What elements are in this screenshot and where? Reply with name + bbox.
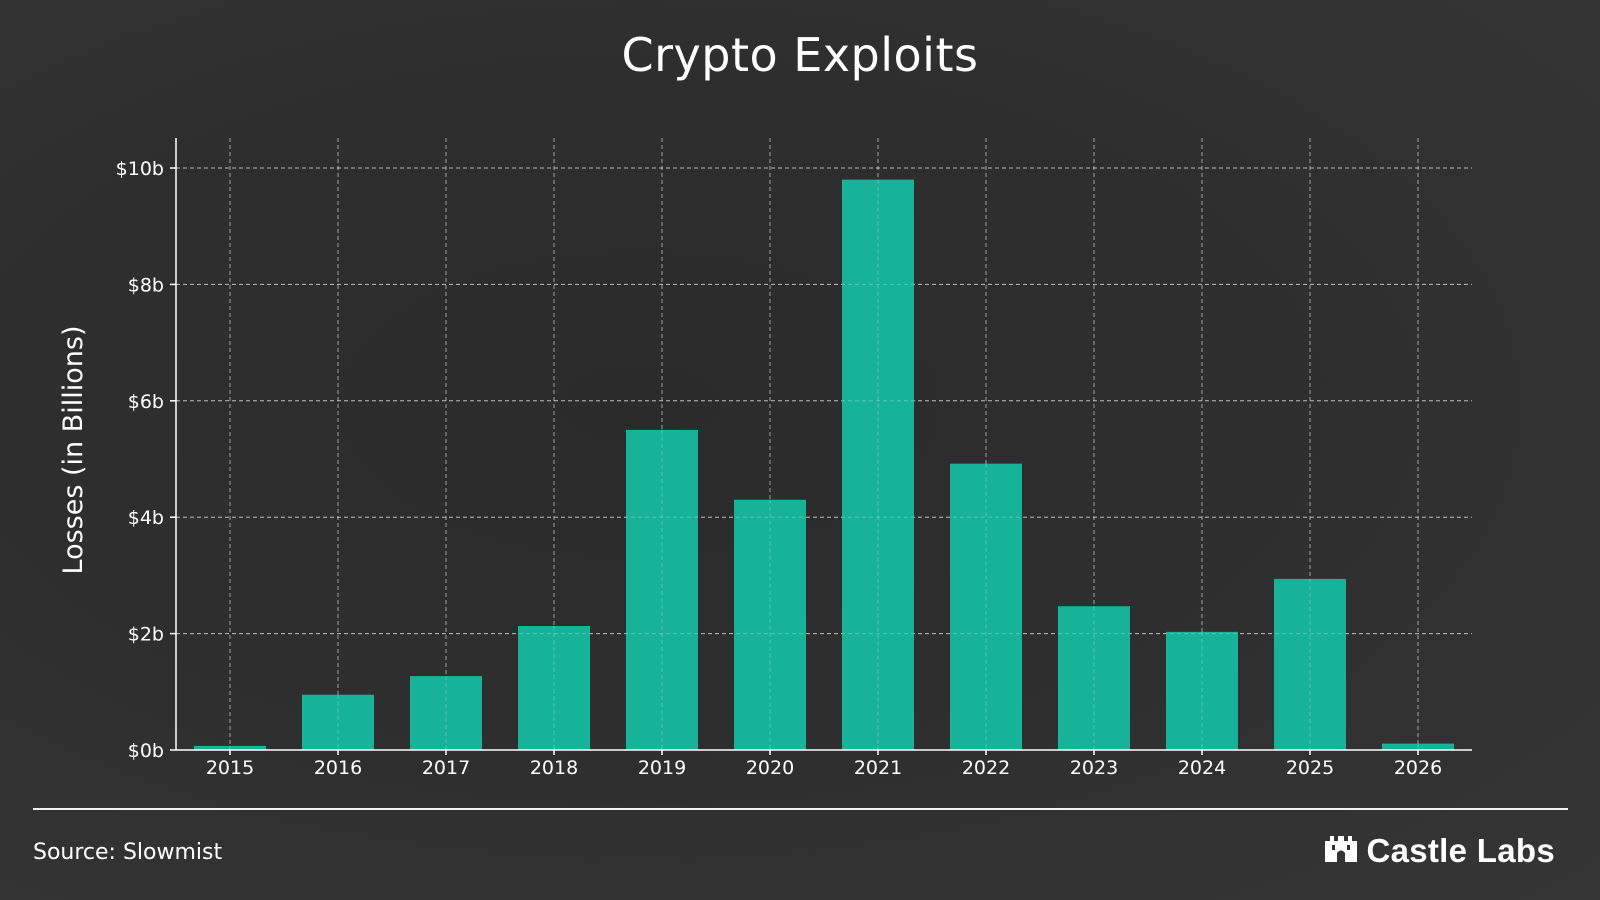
y-tick-label: $2b [128, 624, 164, 646]
y-tick-label: $10b [116, 158, 164, 180]
x-tick-label: 2019 [638, 757, 686, 779]
brand-logo: Castle Labs [1324, 832, 1555, 870]
bar-2017 [410, 676, 482, 750]
y-tick-label: $6b [128, 391, 164, 413]
bar-2018 [518, 626, 590, 750]
x-tick-label: 2015 [206, 757, 254, 779]
bars [194, 179, 1454, 750]
y-axis-label: Losses (in Billions) [58, 326, 89, 575]
x-tick-label: 2016 [314, 757, 362, 779]
bar-2016 [302, 694, 374, 750]
bar-2025 [1274, 578, 1346, 750]
source-note: Source: Slowmist [33, 840, 223, 865]
x-tick-label: 2022 [962, 757, 1010, 779]
brand-name: Castle Labs [1366, 832, 1555, 869]
bar-2015 [194, 745, 266, 750]
y-tick-label: $4b [128, 507, 164, 529]
y-tick-label: $0b [128, 740, 164, 762]
x-tick-label: 2020 [746, 757, 794, 779]
y-tick-labels: $0b $2b $4b $6b $8b $10b [116, 158, 164, 762]
x-tick-label: 2024 [1178, 757, 1226, 779]
x-tick-label: 2021 [854, 757, 902, 779]
footer-divider [33, 808, 1568, 810]
x-tick-label: 2017 [422, 757, 470, 779]
bar-2020 [734, 499, 806, 750]
x-tick-label: 2018 [530, 757, 578, 779]
bar-2024 [1166, 631, 1238, 750]
bar-2021 [842, 179, 914, 750]
bar-2022 [950, 463, 1022, 750]
y-tick-label: $8b [128, 274, 164, 296]
castle-icon [1324, 835, 1358, 867]
bar-2023 [1058, 606, 1130, 750]
bar-chart: $0b $2b $4b $6b $8b $10b 2015 2016 2017 2018 2019… [58, 138, 1472, 779]
bar-2019 [626, 429, 698, 750]
bar-2026 [1382, 743, 1454, 750]
x-tick-label: 2023 [1070, 757, 1118, 779]
x-tick-labels: 2015 2016 2017 2018 2019 2020 2021 2022 2023 2024… [206, 757, 1442, 779]
x-tick-label: 2025 [1286, 757, 1334, 779]
chart-title: Crypto Exploits [621, 28, 979, 82]
x-tick-label: 2026 [1394, 757, 1442, 779]
axes [170, 138, 1472, 755]
